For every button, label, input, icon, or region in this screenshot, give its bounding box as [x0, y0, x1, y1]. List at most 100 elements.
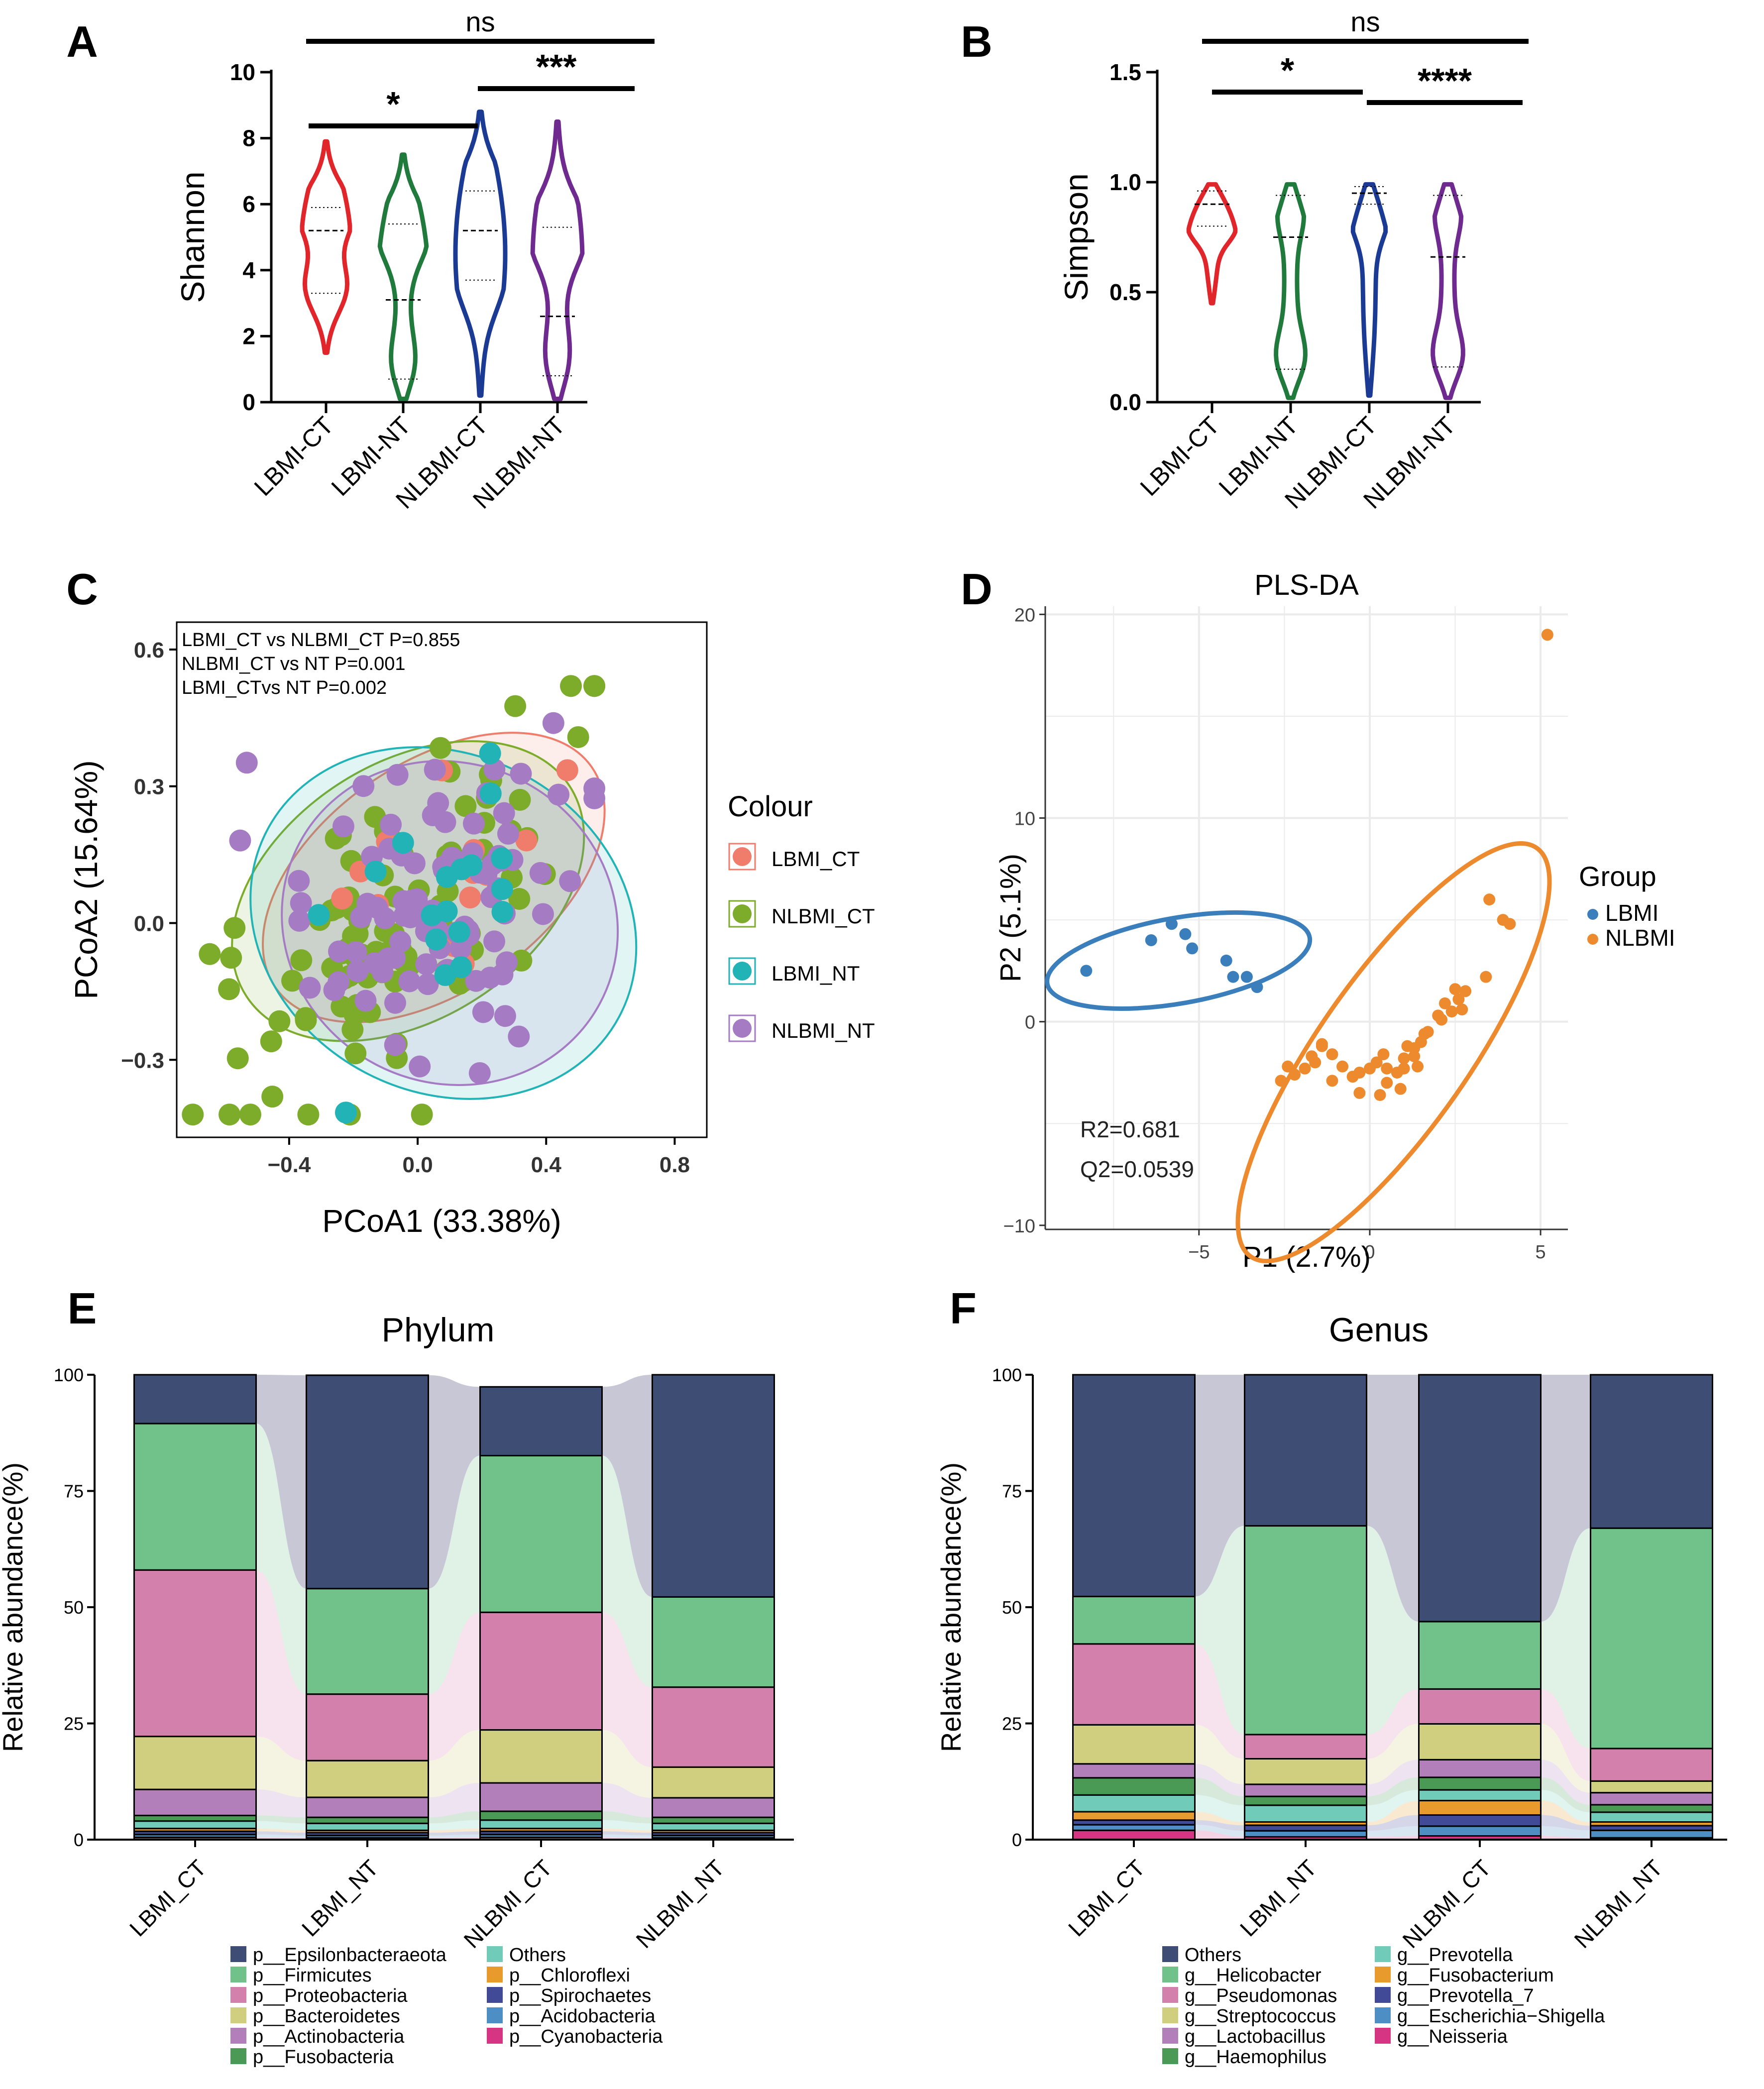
point-lbmi: [1080, 965, 1093, 977]
x-tick-label: 0.4: [531, 1153, 562, 1177]
flow-band: [1195, 1795, 1245, 1822]
flow-band: [428, 1828, 480, 1833]
point-nlbmi_nt: [374, 907, 396, 929]
violin-lbmi-ct: [300, 139, 352, 355]
y-tick-label: 100: [992, 1365, 1022, 1385]
bar-segment: [133, 1423, 257, 1571]
point-lbmi_nt: [479, 782, 502, 805]
bar-segment: [306, 1759, 429, 1798]
flow-band: [1195, 1644, 1245, 1759]
bar-segment: [479, 1386, 603, 1457]
bar-segment: [1418, 1759, 1542, 1778]
bar-segment: [652, 1686, 775, 1768]
point-lbmi_nt: [479, 742, 501, 765]
legend-label: NLBMI_NT: [772, 1019, 875, 1042]
point-nlbmi_ct: [295, 1007, 317, 1029]
point-nlbmi_ct: [219, 1103, 241, 1126]
bar-segment: [133, 1820, 257, 1830]
bar-segment: [479, 1782, 603, 1812]
point-nlbmi_ct: [560, 675, 582, 697]
flow-band: [428, 1783, 480, 1818]
flow-band: [256, 1570, 307, 1761]
annotation: LBMI_CT vs NLBMI_CT P=0.855: [182, 630, 460, 651]
bar-segment: [306, 1693, 429, 1761]
x-tick-label: LBMI_CT: [124, 1855, 211, 1941]
point-nlbmi_nt: [493, 802, 515, 824]
point-nlbmi: [1394, 1083, 1407, 1095]
flow-band: [428, 1811, 480, 1824]
x-tick-label: NLBMI_NT: [631, 1855, 729, 1953]
point-nlbmi_nt: [491, 963, 514, 986]
legend-label: NLBMI_CT: [772, 904, 875, 928]
y-tick-label: −0.3: [121, 1048, 164, 1073]
bar-segment: [1590, 1527, 1713, 1750]
point-nlbmi: [1452, 993, 1465, 1005]
y-axis-title: Relative abundance(%): [0, 1462, 28, 1752]
plot-background: [1045, 606, 1568, 1229]
violin-nlbmi-nt: [530, 119, 585, 401]
x-tick-label: −0.4: [267, 1153, 311, 1177]
point-nlbmi: [1374, 1089, 1386, 1101]
point-nlbmi: [1336, 1060, 1349, 1073]
legend-swatch: [487, 2028, 503, 2044]
point-nlbmi_ct: [223, 917, 246, 939]
x-tick-label: LBMI_NT: [1235, 1855, 1322, 1941]
legend-label: Others: [1185, 1945, 1241, 1966]
point-nlbmi_ct: [509, 788, 531, 811]
bar-segment: [652, 1797, 775, 1818]
point-nlbmi: [1363, 1062, 1376, 1075]
bar-segment: [133, 1569, 257, 1738]
legend-title: Group: [1579, 861, 1656, 892]
legend-label: p__Fusobacteria: [253, 2047, 394, 2068]
x-tick-label: 0.8: [660, 1153, 690, 1177]
point-nlbmi_nt: [422, 804, 444, 827]
point-lbmi: [1251, 981, 1263, 993]
point-nlbmi: [1377, 1048, 1390, 1061]
point-nlbmi: [1504, 918, 1516, 930]
point-nlbmi_ct: [504, 695, 527, 717]
flow-band: [256, 1821, 307, 1831]
bar-segment: [1590, 1780, 1713, 1794]
point-nlbmi: [1306, 1050, 1318, 1063]
flow-band: [602, 1820, 653, 1831]
y-tick-label: 0: [1012, 1830, 1022, 1850]
bar-segment: [479, 1611, 603, 1731]
point-nlbmi: [1408, 1050, 1421, 1063]
flow-band: [1541, 1815, 1591, 1831]
x-tick-label: 0: [1364, 1242, 1375, 1263]
legend-swatch: [487, 2007, 503, 2023]
flow-band: [1195, 1725, 1245, 1784]
violin-lbmi-nt: [1274, 182, 1308, 400]
bar-segment: [652, 1816, 775, 1824]
point-nlbmi: [1412, 1060, 1424, 1073]
y-tick-label: 0.0: [134, 912, 164, 936]
flow-band: [1541, 1689, 1591, 1781]
y-tick-label: 1.0: [1109, 169, 1141, 195]
bar-segment: [133, 1788, 257, 1816]
flow-band: [602, 1730, 653, 1798]
violin-lbmi-ct: [1186, 182, 1238, 306]
point-nlbmi_nt: [356, 892, 379, 915]
group-ellipse-nlbmi: [1235, 841, 1552, 1264]
legend-label: p__Proteobacteria: [253, 1985, 408, 2006]
point-nlbmi: [1483, 893, 1496, 906]
bar-segment: [1590, 1829, 1713, 1839]
bar-segment: [652, 1374, 775, 1598]
y-tick-label: 75: [1002, 1481, 1022, 1502]
point-lbmi_nt: [434, 964, 456, 986]
point-lbmi: [1240, 971, 1253, 983]
y-tick-label: 1.5: [1109, 59, 1141, 85]
point-lbmi_nt: [448, 921, 470, 943]
point-nlbmi: [1282, 1060, 1294, 1073]
point-nlbmi: [1316, 1038, 1328, 1050]
y-tick-label: 25: [64, 1714, 84, 1734]
chart-title: Genus: [1329, 1311, 1429, 1349]
point-nlbmi: [1435, 1013, 1448, 1026]
y-axis-title: P2 (5.1%): [994, 854, 1027, 982]
point-lbmi: [1186, 942, 1199, 955]
flow-band: [1195, 1375, 1245, 1597]
bar-segment: [133, 1814, 257, 1822]
y-tick-label: 6: [242, 191, 255, 217]
legend-label: p__Spirochaetes: [509, 1985, 651, 2006]
legend-marker: [1587, 934, 1598, 945]
